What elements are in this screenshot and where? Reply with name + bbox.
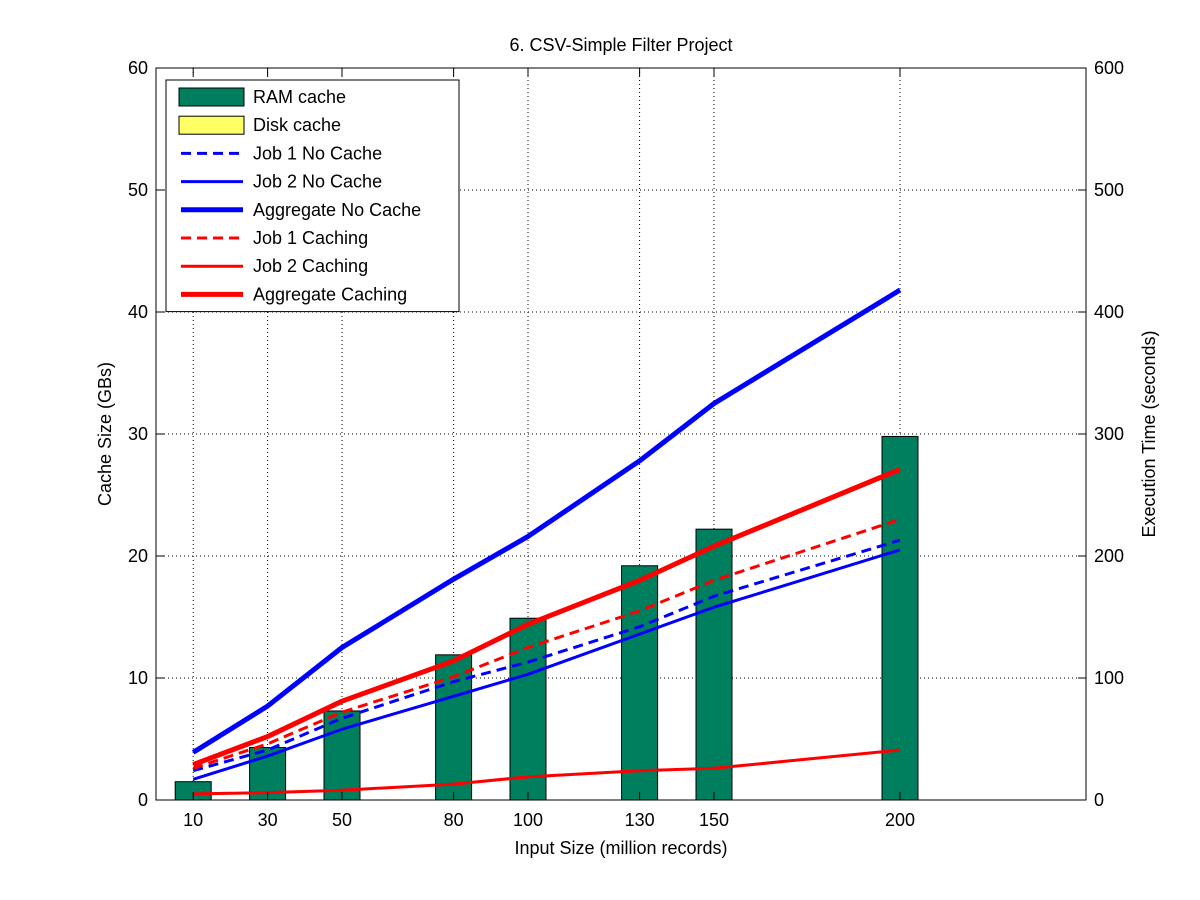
chart-title: 6. CSV-Simple Filter Project <box>509 35 732 55</box>
legend-label: Disk cache <box>253 115 341 135</box>
y-tick-label-right: 400 <box>1094 302 1124 322</box>
legend-label: Job 1 Caching <box>253 228 368 248</box>
y-tick-label-left: 20 <box>128 546 148 566</box>
legend-label: Job 2 Caching <box>253 256 368 276</box>
line-job-2-no-cache <box>192 548 901 781</box>
legend-label: Job 1 No Cache <box>253 143 382 163</box>
grid-lines <box>156 68 1086 800</box>
y-tick-label-left: 40 <box>128 302 148 322</box>
y-tick-label-right: 200 <box>1094 546 1124 566</box>
legend: RAM cache Disk cache Job 1 No Cache Job 2 N… <box>165 79 460 313</box>
bar-ram-cache <box>509 617 547 801</box>
x-tick-label: 150 <box>699 810 729 830</box>
y-tick-label-left: 60 <box>128 58 148 78</box>
x-tick-label: 130 <box>625 810 655 830</box>
line-series <box>191 287 902 796</box>
x-tick-label: 30 <box>258 810 278 830</box>
y-axis-label-left: Cache Size (GBs) <box>95 362 115 506</box>
bar-ram-cache <box>695 528 733 801</box>
y-tick-label-right: 500 <box>1094 180 1124 200</box>
y-tick-label-left: 30 <box>128 424 148 444</box>
y-tick-label-right: 100 <box>1094 668 1124 688</box>
legend-swatch-bar <box>178 87 245 107</box>
x-axis-label: Input Size (million records) <box>514 838 727 858</box>
legend-label: Aggregate No Cache <box>253 200 421 220</box>
y-axis-label-right: Execution Time (seconds) <box>1139 330 1159 537</box>
line-job-2-caching <box>193 748 901 796</box>
x-tick-label: 80 <box>444 810 464 830</box>
axis-ticks: 10 30 50 80 100 130 150 20001020304050600100200… <box>128 58 1124 830</box>
line-aggregate-no-cache <box>191 287 902 755</box>
legend-label: Aggregate Caching <box>253 284 407 304</box>
y-tick-label-right: 0 <box>1094 790 1104 810</box>
legend-swatch-bar <box>178 115 245 135</box>
line-job-1-no-cache <box>192 538 901 773</box>
y-tick-label-left: 10 <box>128 668 148 688</box>
y-tick-label-right: 600 <box>1094 58 1124 78</box>
line-aggregate-caching <box>192 467 901 767</box>
legend-label: Job 2 No Cache <box>253 172 382 192</box>
y-tick-label-left: 0 <box>138 790 148 810</box>
bar-ram-cache <box>621 565 659 801</box>
legend-label: RAM cache <box>253 87 346 107</box>
x-tick-label: 50 <box>332 810 352 830</box>
y-tick-label-right: 300 <box>1094 424 1124 444</box>
y-tick-label-left: 50 <box>128 180 148 200</box>
x-tick-label: 200 <box>885 810 915 830</box>
x-tick-label: 100 <box>513 810 543 830</box>
x-tick-label: 10 <box>183 810 203 830</box>
bar-ram-cache <box>881 435 919 801</box>
